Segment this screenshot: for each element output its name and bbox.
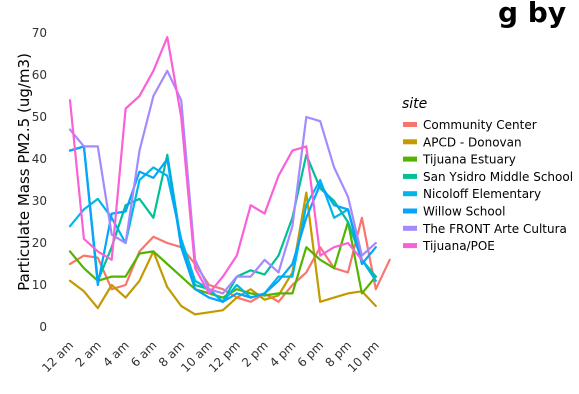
legend-swatch (403, 122, 417, 127)
legend-label: Tijuana Estuary (422, 153, 516, 167)
y-tick-label: 50 (32, 110, 47, 124)
y-tick-label: 0 (39, 320, 47, 334)
legend-label: San Ysidro Middle School (423, 170, 573, 184)
x-tick-label: 6 pm (295, 338, 327, 370)
y-tick-label: 70 (32, 26, 47, 40)
chart-title-partial: g by (498, 0, 566, 29)
legend: site Community Center APCD - Donovan Tijua… (402, 96, 573, 253)
series-line (68, 220, 377, 299)
series-line (68, 36, 363, 295)
legend-swatch (403, 208, 417, 214)
y-axis-ticks: 0 10 20 30 40 50 60 70 (32, 26, 47, 334)
legend-swatch (403, 156, 417, 162)
legend-label: The FRONT Arte Cultura (422, 222, 567, 236)
legend-swatch (403, 191, 417, 197)
y-tick-label: 60 (32, 68, 47, 82)
legend-label: Willow School (423, 205, 505, 219)
x-tick-label: 6 am (128, 338, 159, 369)
series-lines (68, 36, 391, 316)
x-tick-label: 4 pm (267, 338, 299, 370)
legend-swatch (403, 139, 417, 145)
legend-swatch (403, 225, 417, 231)
legend-label: Community Center (423, 118, 537, 132)
legend-label: APCD - Donovan (423, 135, 522, 149)
series-line (68, 69, 377, 295)
legend-label: Nicoloff Elementary (423, 187, 541, 201)
legend-swatch (403, 173, 417, 179)
x-tick-label: 2 pm (239, 338, 271, 370)
x-tick-label: 4 am (100, 338, 131, 369)
x-tick-label: 12 pm (206, 338, 243, 375)
series-line (68, 191, 377, 316)
legend-swatch (403, 243, 417, 249)
series-line (68, 145, 377, 303)
legend-title: site (402, 96, 427, 112)
y-tick-label: 40 (32, 152, 47, 166)
x-tick-label: 10 pm (345, 338, 382, 375)
y-tick-label: 20 (32, 236, 47, 250)
y-tick-label: 10 (32, 278, 47, 292)
x-tick-label: 2 am (72, 338, 103, 369)
y-axis-label: Particulate Mass PM2.5 (ug/m3) (15, 53, 33, 291)
y-tick-label: 30 (32, 194, 47, 208)
legend-label: Tijuana/POE (422, 239, 495, 253)
x-tick-label: 12 am (39, 338, 76, 375)
